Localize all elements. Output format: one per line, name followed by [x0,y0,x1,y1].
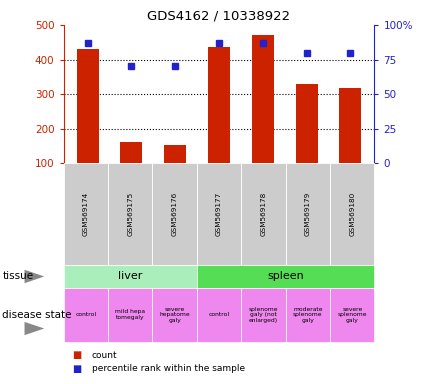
Text: GSM569176: GSM569176 [172,192,177,236]
Bar [164,145,186,163]
Text: moderate
splenome
galy: moderate splenome galy [293,306,323,323]
Text: ■: ■ [72,364,81,374]
Bar [77,49,99,163]
Bar [296,84,318,163]
Text: disease state: disease state [2,310,72,320]
Bar [120,142,142,163]
Bar [208,47,230,163]
Text: GSM569175: GSM569175 [127,192,133,236]
Text: tissue: tissue [2,271,33,281]
Polygon shape [25,322,44,335]
Text: percentile rank within the sample: percentile rank within the sample [92,364,245,373]
Text: control: control [208,312,230,318]
Bar [252,35,274,163]
Text: splenome
galy (not
enlarged): splenome galy (not enlarged) [249,306,278,323]
Text: severe
hepatome
galy: severe hepatome galy [159,306,190,323]
Text: control: control [75,312,96,318]
Text: mild hepa
tomegaly: mild hepa tomegaly [115,310,145,320]
Text: spleen: spleen [267,271,304,281]
Text: liver: liver [118,271,142,281]
Text: GSM569180: GSM569180 [349,192,355,236]
Text: GSM569174: GSM569174 [83,192,89,236]
Polygon shape [25,270,44,283]
Text: GDS4162 / 10338922: GDS4162 / 10338922 [148,10,290,23]
Bar [339,88,361,163]
Text: count: count [92,351,118,360]
Text: GSM569178: GSM569178 [261,192,266,236]
Text: severe
splenome
galy: severe splenome galy [338,306,367,323]
Text: GSM569179: GSM569179 [305,192,311,236]
Text: GSM569177: GSM569177 [216,192,222,236]
Text: ■: ■ [72,350,81,360]
